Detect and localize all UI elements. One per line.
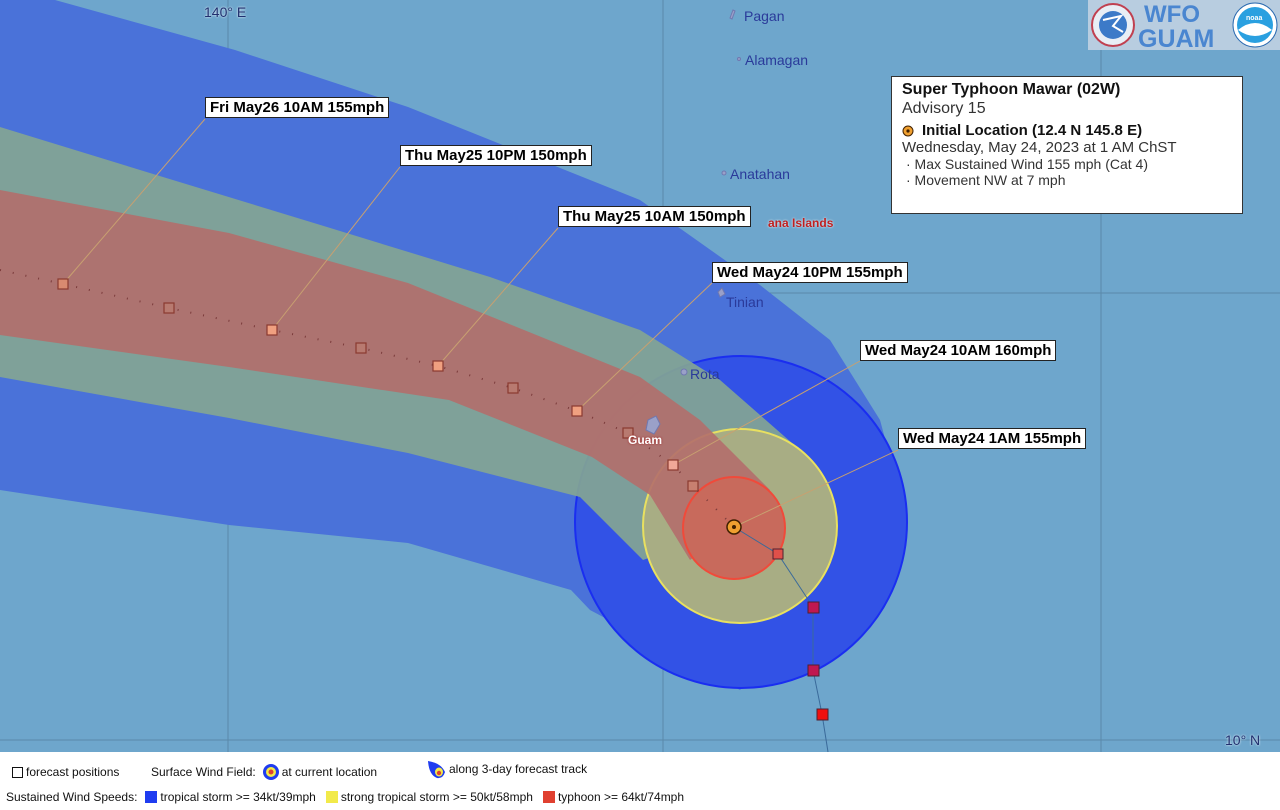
advisory-datetime: Wednesday, May 24, 2023 at 1 AM ChST: [902, 139, 1177, 156]
square-marker-icon: [12, 766, 23, 778]
forecast-position[interactable]: [687, 480, 699, 492]
typhoon-swatch: [542, 791, 555, 803]
place-alamagan: Alamagan: [745, 52, 809, 68]
longitude-label-140: 140° E: [204, 4, 247, 20]
forecast-position[interactable]: [622, 427, 634, 439]
forecast-label: Wed May24 1AM 155mph: [898, 428, 1087, 449]
latitude-label-10: 10° N: [1225, 732, 1261, 748]
rota-island: [680, 368, 688, 376]
forecast-position[interactable]: [571, 405, 583, 417]
anatahan-island: [721, 170, 727, 176]
legend-text: Sustained Wind Speeds:: [6, 790, 138, 804]
max-wind: · Max Sustained Wind 155 mph (Cat 4): [906, 156, 1148, 172]
legend-text: along 3-day forecast track: [449, 762, 588, 776]
place-tinian: Tinian: [726, 294, 764, 310]
storm-title: Super Typhoon Mawar (02W): [902, 81, 1121, 98]
island-shapes: [645, 9, 741, 435]
forecast-position[interactable]: [57, 278, 69, 290]
past-position-markers: [772, 548, 829, 721]
forecast-label: Wed May24 10PM 155mph: [712, 262, 908, 283]
forecast-label: Wed May24 10AM 160mph: [860, 340, 1057, 361]
legend-text: typhoon >= 64kt/74mph: [557, 790, 685, 804]
tropical-storm-swatch: [145, 791, 158, 803]
place-mariana-islands: ana Islands: [768, 216, 834, 230]
tinian-island: [717, 287, 726, 298]
forecast-label: Thu May25 10AM 150mph: [558, 206, 751, 227]
past-position[interactable]: [772, 548, 784, 560]
forecast-position-markers: [57, 278, 699, 492]
past-position[interactable]: [816, 708, 829, 721]
place-pagan: Pagan: [744, 8, 785, 24]
advisory-number: Advisory 15: [902, 100, 986, 117]
initial-location-row: Initial Location (12.4 N 145.8 E): [902, 122, 1232, 139]
legend-surface-wind-field: Surface Wind Field: at current location: [151, 763, 377, 781]
forecast-position[interactable]: [163, 302, 175, 314]
forecast-position[interactable]: [507, 382, 519, 394]
legend-text: strong tropical storm >= 50kt/58mph: [340, 790, 533, 804]
advisory-info-box: Super Typhoon Mawar (02W) Advisory 15 In…: [891, 76, 1243, 214]
forecast-position[interactable]: [432, 360, 444, 372]
initial-location: Initial Location (12.4 N 145.8 E): [922, 122, 1143, 139]
logo-graphic: WFO GUAM noaa: [1091, 1, 1278, 53]
current-location-icon: [902, 125, 914, 136]
forecast-position[interactable]: [266, 324, 278, 336]
place-rota: Rota: [690, 366, 720, 382]
legend-text: Surface Wind Field:: [151, 765, 256, 779]
svg-text:WFO: WFO: [1144, 1, 1200, 28]
svg-text:noaa: noaa: [1246, 15, 1262, 22]
wind-field-track-icon: [428, 761, 445, 779]
svg-text:GUAM: GUAM: [1138, 25, 1214, 50]
forecast-position[interactable]: [667, 459, 679, 471]
typhoon-swath: [0, 190, 770, 560]
forecast-label: Fri May26 10AM 155mph: [205, 97, 390, 118]
movement: · Movement NW at 7 mph: [906, 172, 1066, 188]
place-anatahan: Anatahan: [730, 166, 790, 182]
legend-wind-speeds: Sustained Wind Speeds: tropical storm >=…: [6, 790, 684, 804]
guam-island: [645, 415, 661, 435]
legend-text: tropical storm >= 34kt/39mph: [160, 790, 316, 804]
map-legend: forecast positions Surface Wind Field: a…: [0, 752, 1280, 810]
legend-wind-field-track: along 3-day forecast track: [425, 757, 587, 781]
pagan-island: [729, 9, 736, 20]
wfo-guam-logo: WFO GUAM noaa: [1088, 0, 1280, 53]
current-location-icon[interactable]: [726, 519, 742, 535]
legend-text: at current location: [281, 765, 378, 779]
wind-field-current-icon: [262, 764, 279, 780]
strong-tropical-storm-swatch: [325, 791, 338, 803]
past-position[interactable]: [807, 601, 820, 614]
past-position[interactable]: [807, 664, 820, 677]
legend-forecast-positions: forecast positions: [12, 765, 119, 779]
legend-text: forecast positions: [26, 765, 120, 779]
forecast-position[interactable]: [355, 342, 367, 354]
alamagan-island: [737, 57, 741, 61]
label-leader-lines: [62, 118, 899, 528]
place-guam: Guam: [628, 433, 663, 447]
forecast-label: Thu May25 10PM 150mph: [400, 145, 592, 166]
